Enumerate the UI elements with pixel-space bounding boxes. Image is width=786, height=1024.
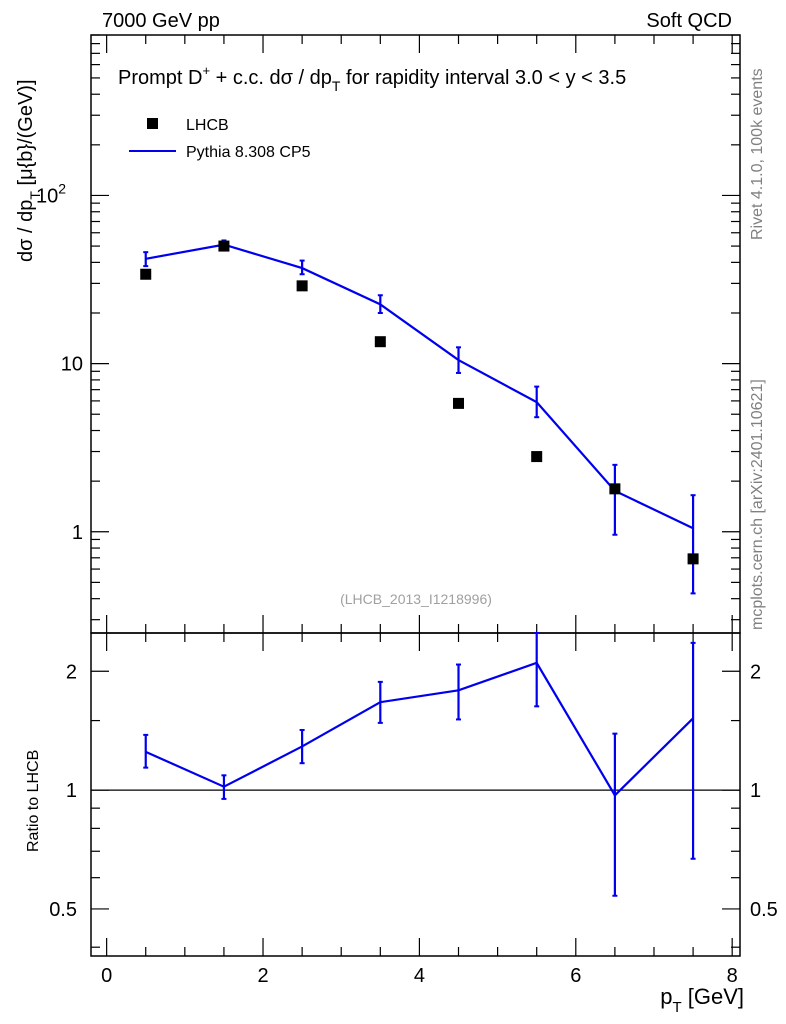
- main-y-tick-label: 10: [61, 354, 83, 376]
- ratio-y-tick-label-right: 0.5: [750, 899, 778, 921]
- ylabel-sub: T: [27, 191, 43, 200]
- xlabel-sub: T: [672, 999, 681, 1016]
- main-y-tick-label: 1: [72, 522, 83, 544]
- main-plot-data: [140, 239, 699, 595]
- title-sub: T: [332, 78, 341, 94]
- title-sup: +: [202, 63, 210, 78]
- main-y-axis-label: dσ / dpT [μ{b}/(GeV)]: [15, 79, 43, 262]
- ratio-line: [145, 661, 694, 798]
- ylabel-part-a: dσ / dp: [15, 200, 37, 262]
- legend-label-lhcb: LHCB: [186, 117, 229, 134]
- lhcb-data-point: [687, 553, 699, 565]
- title-part-a: Prompt D: [118, 67, 202, 89]
- x-tick-label: 4: [414, 965, 425, 987]
- main-axis-ticks: 1 10 102: [36, 34, 740, 621]
- generator-info-label: Rivet 4.1.0, 100k events: [749, 68, 766, 240]
- ratio-y-tick-label: 0.5: [49, 899, 77, 921]
- lhcb-data-point: [374, 336, 386, 348]
- pythia-line: [145, 243, 694, 530]
- x-tick-label: 6: [570, 965, 581, 987]
- legend-marker-lhcb: [147, 118, 158, 129]
- lhcb-data-point: [531, 451, 543, 463]
- xlabel-part-a: p: [660, 984, 672, 1009]
- legend: LHCB Pythia 8.308 CP5: [129, 117, 311, 161]
- ratio-y-tick-label-right: 2: [750, 661, 761, 683]
- ylabel-part-b: [μ{b}/(GeV)]: [15, 79, 37, 191]
- lhcb-data-point: [609, 483, 621, 495]
- energy-label: 7000 GeV pp: [102, 10, 220, 32]
- ratio-y-tick-label-right: 1: [750, 780, 761, 802]
- x-axis-label: pT [GeV]: [660, 984, 744, 1016]
- title-part-b: + c.c. dσ / dp: [210, 67, 332, 89]
- analysis-watermark: (LHCB_2013_I1218996): [340, 591, 492, 607]
- ratio-plot-data: [143, 632, 696, 897]
- lhcb-data-point: [453, 397, 465, 409]
- ratio-y-axis-label: Ratio to LHCB: [25, 750, 42, 852]
- ratio-y-tick-label: 1: [66, 780, 77, 802]
- source-label: mcplots.cern.ch [arXiv:2401.10621]: [749, 379, 766, 630]
- title-part-c: for rapidity interval 3.0 < y < 3.5: [340, 67, 626, 89]
- lhcb-data-point: [296, 280, 308, 292]
- main-y-tick-label: 102: [36, 180, 66, 207]
- ratio-panel-frame: [90, 632, 741, 957]
- lhcb-data-point: [218, 240, 230, 252]
- legend-label-pythia: Pythia 8.308 CP5: [186, 144, 311, 161]
- process-label: Soft QCD: [646, 10, 732, 32]
- x-tick-label: 8: [727, 965, 738, 987]
- ratio-axis-ticks: 0.5 0.5 1 1 2 2: [49, 661, 778, 948]
- x-axis-ticks: 0 2 4 6 8: [101, 35, 738, 987]
- chart-title: Prompt D+ + c.c. dσ / dpT for rapidity i…: [118, 63, 626, 94]
- x-tick-label: 0: [101, 965, 112, 987]
- x-tick-label: 2: [257, 965, 268, 987]
- ratio-y-tick-label: 2: [66, 661, 77, 683]
- lhcb-data-point: [140, 268, 152, 280]
- xlabel-part-b: [GeV]: [682, 984, 744, 1009]
